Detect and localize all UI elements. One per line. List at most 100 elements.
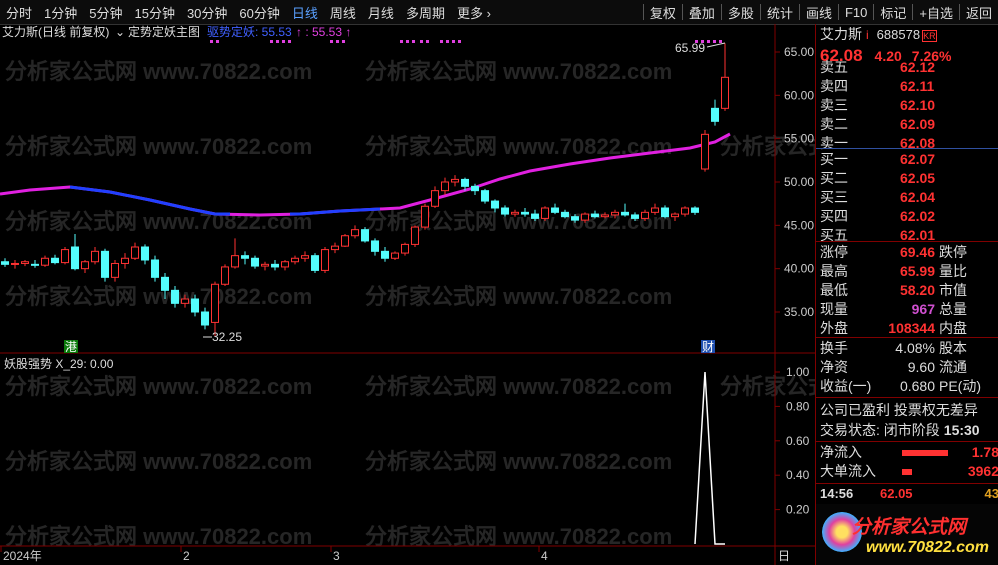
stat-label: 净资 [820,359,848,375]
book-label: 卖一 [820,135,848,151]
price-tick-label: 50.00 [784,175,814,189]
tool-button[interactable]: 画线 [805,5,832,21]
watermark: 分析家公式网 www.70822.com [365,134,672,159]
book-row: 卖五 62.12 [820,57,995,77]
tool-button[interactable]: 多股 [727,5,754,21]
tab[interactable]: 15分钟 [134,5,175,21]
candle-body [31,263,39,266]
tab[interactable]: 周线 [329,5,356,21]
time-label: 4 [541,549,548,563]
candle-body [61,249,69,264]
candle-body [631,214,639,219]
flow-label: 净流入 [820,444,862,460]
tool-button[interactable]: 标记 [880,5,907,21]
tab[interactable]: 1分钟 [44,5,78,21]
price-tick-label: 40.00 [784,262,814,276]
indicator-name[interactable]: 定势定妖主图 [128,24,200,39]
tool-button[interactable]: 统计 [766,5,793,21]
status-time: 15:30 [943,422,980,438]
tab[interactable]: 多周期 [405,5,445,21]
sub-tick-label: 1.00 [786,365,810,379]
candle-body [291,257,299,263]
stat-label: 最低 [820,282,848,298]
price-tick-label: 55.00 [784,132,814,146]
candle-body [481,190,489,202]
candle-body [331,245,339,251]
indicator-value: 驱势定妖: 55.53 [207,24,292,39]
watermark: 分析家公式网 www.70822.com [5,209,312,234]
badge[interactable] [64,340,78,353]
quote-panel: 艾力斯 i 688578 KR 62.08 4.20 7.26% 卖五 62.12 卖四 62.11… [815,24,998,565]
candle-body [601,214,609,218]
candle-body [511,211,519,215]
signal-dot [330,40,333,43]
arrow [706,42,726,48]
status: 交易状态: 闭市阶段 [820,422,940,438]
stat-row: 最高 65.99 量比 [820,261,998,281]
logo-url: www.70822.com [866,539,990,556]
signal-dot [406,40,409,43]
candle-body [571,216,579,221]
tab[interactable]: 日线 [291,5,318,21]
divider [816,337,998,338]
book-price: 62.11 [900,78,935,94]
candle-body [241,255,249,259]
title-row: 艾力斯 i 688578 KR [820,24,937,44]
tab[interactable]: 30分钟 [186,5,228,21]
flow-value: 3962 [967,463,998,479]
book-price: 62.02 [900,208,936,224]
tab[interactable]: 更多 › [456,5,491,21]
candle-body [651,207,659,213]
tab[interactable]: 5分钟 [89,5,123,21]
tool-button[interactable]: 叠加 [688,5,715,21]
candle-body [101,250,109,278]
candle-body [311,255,319,271]
signal-dot [713,40,716,43]
tool-button[interactable]: 复权 [649,5,676,21]
candle-body [361,229,369,242]
watermark: 分析家公式网 www.70822.com [5,284,312,309]
badge-fin[interactable]: 财 [702,340,714,354]
candle-body [171,289,179,304]
divider [816,441,998,442]
book-divider [816,148,998,149]
dropdown-icon[interactable]: ⌄ [115,25,125,39]
tab[interactable]: 60分钟 [239,5,280,21]
tab[interactable]: 月线 [367,5,394,21]
stat-label: 换手 [820,340,848,356]
watermark: 分析家公式网 www.70822.com [365,59,672,84]
stat-row: 现量 967 总量 [820,299,998,319]
signal-dot [458,40,461,43]
stat-value: 0.680 [899,378,935,394]
candle-body [161,276,169,291]
sep [798,4,800,20]
book-row: 买一 62.07 [820,149,995,169]
stat-row: 外盘 108344 内盘 [820,318,998,338]
stat-label: 市值 [939,282,967,298]
book-row: 买三 62.04 [820,187,995,207]
candle-body [131,246,139,259]
book-label: 买四 [820,208,848,224]
signal-dot [707,40,710,43]
low-label: 32.25 [212,330,242,344]
book-label: 卖四 [820,78,848,94]
stat-label: 最高 [820,263,848,279]
book-label: 买一 [820,151,848,167]
candle-body [451,178,459,183]
tool-button[interactable]: F10 [844,4,868,20]
stock-code: 688578 [876,27,921,42]
time-label: 3 [333,549,340,563]
stat-label: 现量 [820,301,848,317]
book-row: 买五 62.01 [820,225,995,245]
badge-hk[interactable]: 港 [65,340,77,354]
watermark: 分析家公式网 www.70822.com [5,524,312,549]
candle-body [151,259,159,278]
tool-button[interactable]: 返回 [965,5,992,21]
stat-label: 量比 [939,263,967,279]
signal-dot [270,40,273,43]
tag: KR [922,30,937,42]
stat-label: 股本 [939,340,967,356]
tool-button[interactable]: +自选 [919,5,953,21]
badge[interactable] [701,340,715,353]
tab[interactable]: 分时 [6,5,33,21]
